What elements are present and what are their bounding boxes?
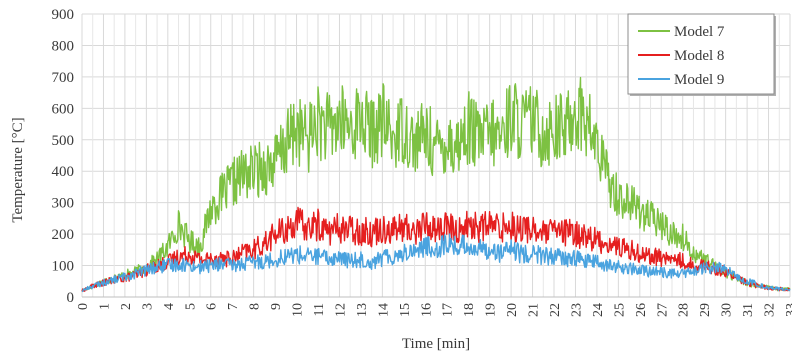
- y-tick-label: 200: [52, 227, 75, 243]
- x-axis-label: Time [min]: [402, 336, 470, 352]
- x-tick-label: 26: [634, 303, 649, 317]
- x-tick-label: 1: [97, 303, 112, 310]
- series-line-model-7: [81, 76, 791, 292]
- x-tick-label: 14: [376, 303, 391, 317]
- x-tick-label: 21: [527, 303, 542, 317]
- x-tick-label: 15: [398, 303, 413, 317]
- legend: Model 7 Model 8 Model 9: [627, 13, 776, 96]
- x-tick-label: 16: [419, 303, 434, 317]
- x-tick-label: 2: [119, 303, 134, 310]
- x-tick-label: 31: [741, 303, 756, 317]
- x-tick-label: 7: [226, 303, 241, 310]
- x-tick-label: 30: [720, 303, 735, 317]
- x-tick-label: 5: [183, 303, 198, 310]
- x-tick-label: 25: [612, 303, 627, 317]
- legend-label: Model 9: [674, 72, 724, 88]
- y-tick-label: 800: [52, 38, 75, 54]
- x-tick-label: 12: [333, 303, 348, 317]
- y-tick-label: 600: [52, 101, 75, 117]
- x-tick-label: 22: [548, 303, 563, 317]
- y-tick-labels: 0 100 200 300 400 500 600 700 800 900: [52, 7, 75, 306]
- series-line-model-9: [81, 233, 791, 293]
- x-tick-label: 18: [462, 303, 477, 317]
- y-tick-label: 400: [52, 164, 75, 180]
- legend-label: Model 8: [674, 48, 724, 64]
- y-tick-label: 900: [52, 7, 75, 23]
- x-tick-label: 8: [248, 303, 263, 310]
- x-tick-label: 13: [355, 303, 370, 317]
- x-tick-label: 10: [291, 303, 306, 317]
- series-lines: [81, 76, 791, 293]
- x-tick-label: 0: [76, 303, 91, 310]
- x-tick-label: 28: [677, 303, 692, 317]
- x-tick-label: 29: [698, 303, 713, 317]
- y-tick-label: 0: [67, 290, 75, 306]
- x-tick-label: 20: [505, 303, 520, 317]
- x-tick-label: 32: [763, 303, 778, 317]
- x-tick-label: 11: [312, 303, 327, 316]
- x-tick-label: 6: [205, 303, 220, 310]
- x-tick-label: 24: [591, 303, 606, 317]
- x-tick-label: 19: [484, 303, 499, 317]
- x-tick-label: 4: [162, 303, 177, 310]
- y-tick-label: 500: [52, 133, 75, 149]
- x-tick-label: 17: [441, 303, 456, 317]
- grid-lines: [81, 13, 791, 298]
- x-tick-label: 33: [784, 303, 792, 317]
- legend-label: Model 7: [674, 24, 725, 40]
- x-tick-label: 3: [140, 303, 155, 310]
- y-tick-label: 100: [52, 259, 75, 275]
- x-tick-label: 23: [569, 303, 584, 317]
- y-axis-label: Temperature [°C]: [10, 117, 26, 222]
- x-tick-labels: 0 1 2 3 4 5 6 7 8 9 10 11 12 13 14 15 16 17 18 19 20 21 22 23 24…: [76, 303, 792, 317]
- y-tick-label: 300: [52, 196, 75, 212]
- y-tick-label: 700: [52, 70, 75, 86]
- x-tick-label: 9: [269, 303, 284, 310]
- x-tick-label: 27: [655, 303, 670, 317]
